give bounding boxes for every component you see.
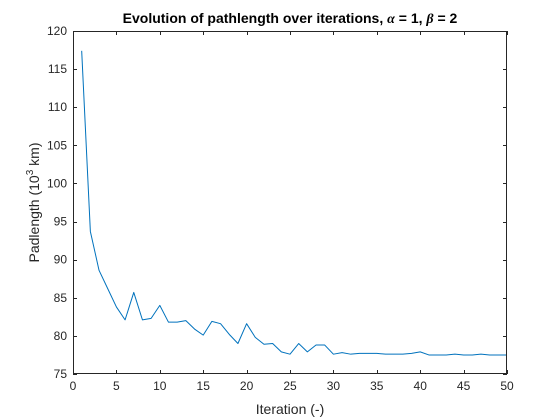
y-tick-label: 110: [48, 100, 67, 114]
y-tick-label: 105: [47, 138, 67, 152]
series-line: [81, 50, 507, 356]
y-tick-label: 100: [47, 176, 67, 190]
x-tick-label: 20: [240, 379, 254, 393]
x-tick-label: 25: [283, 379, 297, 393]
x-tick-label: 45: [457, 379, 471, 393]
y-axis-label: Padlength (103 km): [25, 143, 42, 263]
y-tick-label: 90: [54, 253, 68, 267]
x-tick-label: 35: [370, 379, 384, 393]
x-axis-label: Iteration (-): [256, 401, 324, 417]
y-tick-label: 80: [54, 329, 68, 343]
x-tick-label: 10: [153, 379, 167, 393]
y-tick-label: 75: [54, 367, 68, 381]
x-tick-label: 0: [70, 379, 77, 393]
y-tick-label: 95: [54, 215, 68, 229]
x-tick-label: 40: [414, 379, 428, 393]
x-tick-label: 50: [500, 379, 514, 393]
x-tick-label: 30: [327, 379, 341, 393]
x-tick-label: 5: [113, 379, 120, 393]
y-tick-label: 120: [47, 24, 67, 38]
chart-title: Evolution of pathlength over iterations,…: [123, 10, 458, 27]
chart-axes: 0 5 10 15 20 25 30 35 40 45 50 75 80 85 90 95 100 105 110 1…: [47, 24, 514, 393]
y-tick-label: 115: [48, 62, 67, 76]
plot-area: [73, 31, 507, 374]
y-tick-label: 85: [54, 291, 68, 305]
chart-marks: [81, 50, 507, 356]
x-tick-label: 15: [197, 379, 211, 393]
